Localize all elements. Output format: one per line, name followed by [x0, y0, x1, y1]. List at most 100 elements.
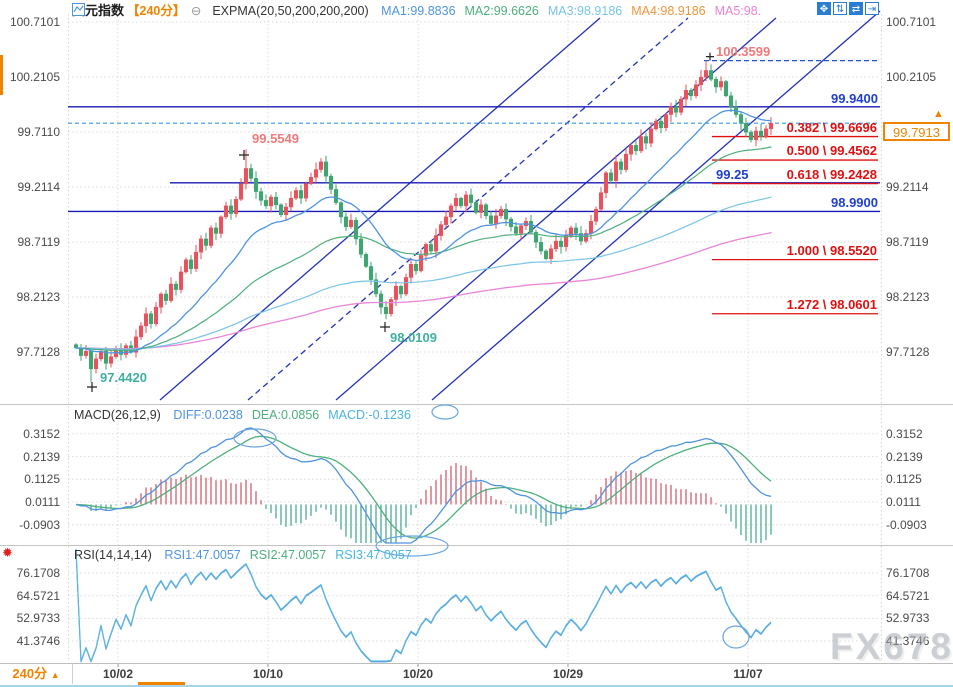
zoom-vertical-icon[interactable]: ⇅ [833, 2, 847, 15]
candle [388, 299, 394, 315]
crosshair-icon[interactable]: ✥ [817, 2, 831, 15]
candle [288, 197, 294, 208]
candle [193, 251, 199, 269]
macd-title: MACD(26,12,9) [74, 408, 161, 422]
candle [368, 266, 374, 280]
symbol-name: 美元指数 [72, 3, 125, 18]
candle [753, 130, 759, 141]
rsi-value: RSI1:47.0057 [164, 548, 241, 562]
rsi-header: RSI(14,14,14) RSI1:47.0057 RSI2:47.0057 RS… [74, 548, 412, 563]
candle [703, 70, 709, 78]
macd-value: DEA:0.0856 [251, 408, 320, 422]
candle [458, 197, 464, 207]
candle [748, 131, 754, 141]
bottom-axis-bar [0, 663, 953, 687]
candle [493, 215, 499, 224]
candle [763, 128, 769, 137]
candle [273, 196, 279, 206]
candle [328, 175, 334, 190]
period-button[interactable]: 240分 ▲ [0, 663, 73, 684]
candle [768, 122, 774, 130]
candle [158, 293, 164, 308]
candle [673, 106, 679, 113]
ma-value: MA1:99.8836 [381, 4, 456, 18]
ellipse-annotation[interactable] [375, 535, 449, 557]
candle [293, 190, 299, 199]
candle [408, 263, 414, 278]
trendline[interactable] [431, 10, 881, 401]
candle [318, 161, 324, 170]
horizontal-scrollbar-thumb[interactable] [138, 682, 185, 685]
candle [228, 205, 234, 214]
candle [538, 241, 544, 252]
ellipse-annotation[interactable] [431, 404, 459, 420]
ellipse-annotation[interactable] [233, 428, 277, 448]
candle [663, 114, 669, 128]
candle [428, 244, 434, 252]
trendline[interactable] [247, 17, 689, 401]
candle [173, 283, 179, 290]
period-arrow-icon: ▲ [50, 670, 60, 680]
candle [653, 120, 659, 130]
candle [638, 136, 644, 152]
candle [138, 325, 144, 338]
candle [153, 306, 159, 324]
candle [103, 350, 109, 364]
candle [688, 90, 694, 97]
candle [633, 145, 639, 152]
candle [588, 221, 594, 234]
candle [203, 238, 209, 246]
chart-header: 美元指数 【240分】 ⊖ EXPMA(20,50,200,200,200) MA… [72, 3, 761, 19]
candle [443, 216, 449, 225]
shift-right-icon[interactable]: ⇥ [865, 2, 879, 15]
candle [583, 233, 589, 242]
candle [488, 215, 494, 224]
macd-value: MACD:-0.1236 [328, 408, 411, 422]
bottom-border [0, 685, 953, 687]
candle [183, 259, 189, 273]
candle [188, 259, 194, 269]
rsi-value: RSI3:47.0057 [335, 548, 412, 562]
candle [423, 244, 429, 256]
candle [168, 283, 174, 301]
candle [133, 336, 139, 353]
candle [648, 128, 654, 144]
candle [343, 216, 349, 228]
candle [178, 271, 184, 290]
candle [338, 202, 344, 218]
candle [743, 123, 749, 133]
ma-value: MA3:98.9186 [547, 4, 623, 18]
candle [618, 161, 624, 170]
expma-label: EXPMA(20,50,200,200,200) [212, 4, 369, 18]
macd-value: DIFF:0.0238 [173, 408, 243, 422]
candle [468, 194, 474, 203]
candle [308, 177, 314, 185]
candle [498, 208, 504, 217]
candle [373, 279, 379, 295]
period-selector[interactable]: 【240分】 [127, 4, 186, 18]
candle [593, 208, 599, 222]
left-scroll-indicator[interactable] [0, 55, 3, 95]
candle [398, 286, 404, 295]
candle [313, 169, 319, 178]
ellipse-annotation[interactable] [722, 625, 750, 649]
candle [148, 313, 154, 324]
candle [628, 145, 634, 155]
candle [253, 178, 259, 192]
trendline[interactable] [159, 17, 601, 401]
candle [383, 306, 389, 315]
candle [143, 313, 149, 327]
candle [598, 192, 604, 210]
candle [303, 183, 309, 199]
candle [83, 350, 89, 356]
candle [248, 168, 254, 179]
candle [473, 202, 479, 213]
candle [723, 81, 729, 97]
candle [568, 227, 574, 236]
candle [393, 286, 399, 300]
zoom-horizontal-icon[interactable]: ⇄ [849, 2, 863, 15]
candle [668, 106, 674, 115]
collapse-icon[interactable]: ⊖ [190, 4, 202, 18]
rsi-values: RSI1:47.0057 RSI2:47.0057 RSI3:47.0057 [155, 548, 411, 562]
candle [333, 189, 339, 203]
